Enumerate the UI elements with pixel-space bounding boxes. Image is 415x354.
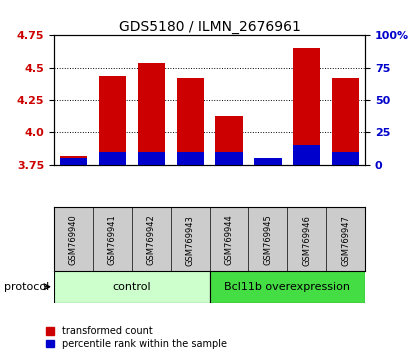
- Text: GSM769943: GSM769943: [186, 215, 195, 266]
- Legend: transformed count, percentile rank within the sample: transformed count, percentile rank withi…: [46, 326, 227, 349]
- Bar: [60, 158, 87, 165]
- Title: GDS5180 / ILMN_2676961: GDS5180 / ILMN_2676961: [119, 21, 300, 34]
- Bar: [215, 152, 243, 165]
- Bar: [176, 152, 204, 165]
- Bar: [293, 48, 320, 165]
- Text: protocol: protocol: [4, 282, 49, 292]
- Bar: [332, 152, 359, 165]
- Bar: [138, 152, 165, 165]
- Text: GSM769942: GSM769942: [147, 215, 156, 266]
- Bar: [215, 116, 243, 165]
- Text: GSM769940: GSM769940: [69, 215, 78, 266]
- Bar: [254, 158, 281, 165]
- Bar: [54, 271, 210, 303]
- Bar: [332, 78, 359, 165]
- Bar: [210, 271, 365, 303]
- Bar: [138, 63, 165, 165]
- Text: GSM769946: GSM769946: [303, 215, 311, 266]
- Bar: [99, 75, 126, 165]
- Text: control: control: [112, 282, 151, 292]
- Text: Bcl11b overexpression: Bcl11b overexpression: [225, 282, 350, 292]
- Text: GSM769944: GSM769944: [225, 215, 234, 266]
- Text: GSM769945: GSM769945: [264, 215, 272, 266]
- Bar: [254, 162, 281, 165]
- Bar: [293, 145, 320, 165]
- Bar: [176, 78, 204, 165]
- Bar: [60, 156, 87, 165]
- Text: GSM769941: GSM769941: [108, 215, 117, 266]
- Bar: [99, 152, 126, 165]
- Text: GSM769947: GSM769947: [341, 215, 350, 266]
